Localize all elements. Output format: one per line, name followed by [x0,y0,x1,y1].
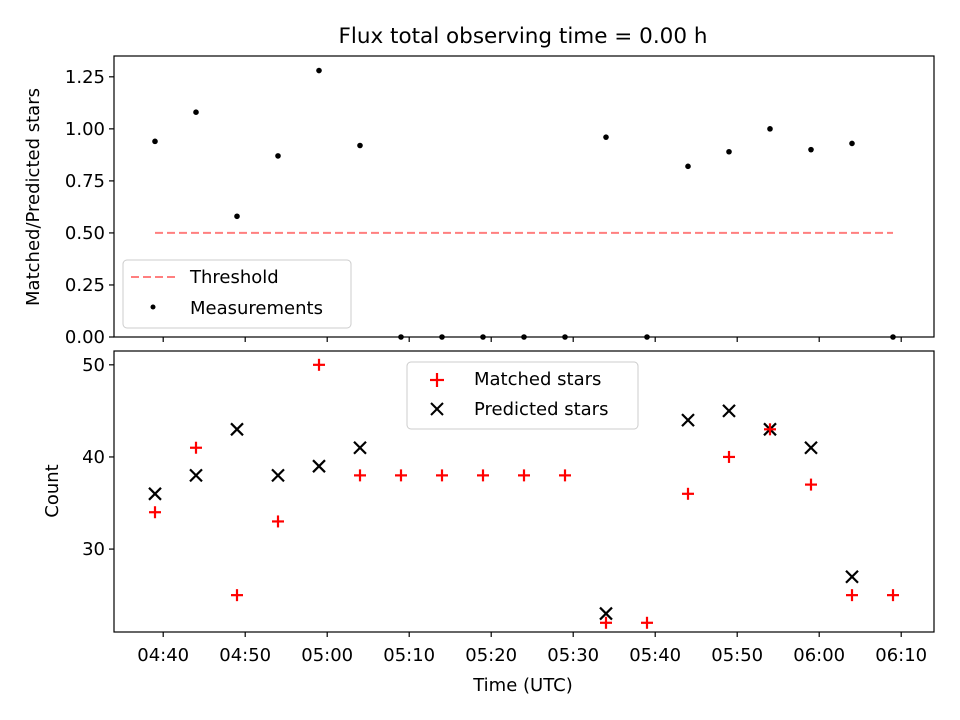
x-tick-label: 06:00 [793,645,845,666]
x-tick-label: 05:40 [629,645,681,666]
top-y-axis-label: Matched/Predicted stars [23,88,44,306]
legend-predicted-swatch [430,402,444,416]
predicted-point [271,468,285,483]
predicted-point [230,422,244,437]
measurement-point [316,67,322,74]
x-tick-label: 05:00 [301,645,353,666]
measurement-point [726,148,732,155]
x-tick-label: 04:50 [219,645,271,666]
legend-matched-swatch [430,373,444,387]
measurement-point [357,142,363,149]
predicted-point [681,413,695,427]
x-axis-label: Time (UTC) [472,675,573,696]
matched-point [641,616,653,629]
matched-point [600,616,612,629]
predicted-point [845,569,859,584]
measurement-point [152,138,158,145]
bottom-legend: Matched stars Predicted stars [406,361,639,430]
legend-measurements-label: Measurements [190,298,323,319]
top-y-tick-label: 1.25 [65,67,105,88]
matched-point [846,589,858,602]
predicted-point [189,468,203,483]
top-y-tick-label: 0.50 [65,223,105,244]
measurement-point [685,163,691,170]
measurement-point [808,146,814,153]
matched-point [723,450,735,463]
matched-point [149,506,161,519]
bottom-panel: 30 40 50 04:40 04:50 05:00 05:10 05:20 05:30 05:… [42,350,935,696]
matched-point [313,358,325,371]
predicted-point [353,440,367,455]
predicted-point [312,459,326,473]
top-y-tick-label: 0.75 [65,171,105,192]
chart-title: Flux total observing time = 0.00 h [339,24,708,49]
bottom-legend-box [406,361,639,430]
bottom-y-tick-label: 40 [82,447,105,468]
bottom-plot-frame [113,350,935,633]
legend-predicted-label: Predicted stars [474,399,608,420]
matched-point [477,469,489,482]
measurement-point [234,213,240,220]
top-legend-box [122,259,352,329]
measurement-point [849,140,855,147]
matched-point [805,478,817,491]
top-y-tick-label: 0.00 [65,327,105,348]
predicted-point [599,606,613,621]
x-tick-label: 05:20 [465,645,517,666]
predicted-point [722,404,736,418]
matched-point [272,515,284,528]
x-tick-label: 05:50 [711,645,763,666]
predicted-point [804,440,818,455]
legend-measurements-swatch [150,304,156,310]
top-y-tick-label: 0.25 [65,275,105,296]
matched-point [354,469,366,482]
matched-point [231,589,243,602]
measurement-point [767,126,773,132]
x-tick-label: 05:10 [383,645,435,666]
matched-point [436,469,448,482]
matched-point [518,469,530,482]
bottom-y-axis-label: Count [42,464,63,517]
measurement-point [275,153,281,159]
matched-point [887,589,899,602]
matched-point [190,441,202,454]
matched-point [682,487,694,500]
bottom-y-tick-label: 30 [82,539,105,560]
top-panel: 0.00 0.25 0.50 0.75 1.00 1.25 Matched/Predict… [23,55,935,348]
x-tick-label: 06:10 [875,645,927,666]
top-legend: Threshold Measurements [122,259,352,329]
legend-matched-label: Matched stars [474,369,601,390]
top-plot-frame [113,55,935,338]
predicted-point [148,487,162,501]
matched-point [395,469,407,482]
x-tick-label: 05:30 [547,645,599,666]
top-y-tick-label: 1.00 [65,119,105,140]
matched-point [764,423,776,436]
matched-point [559,469,571,482]
measurement-point [603,134,609,140]
measurement-point [193,109,199,115]
x-tick-label: 04:40 [137,645,189,666]
bottom-y-tick-label: 50 [82,355,105,376]
legend-threshold-label: Threshold [189,267,279,288]
